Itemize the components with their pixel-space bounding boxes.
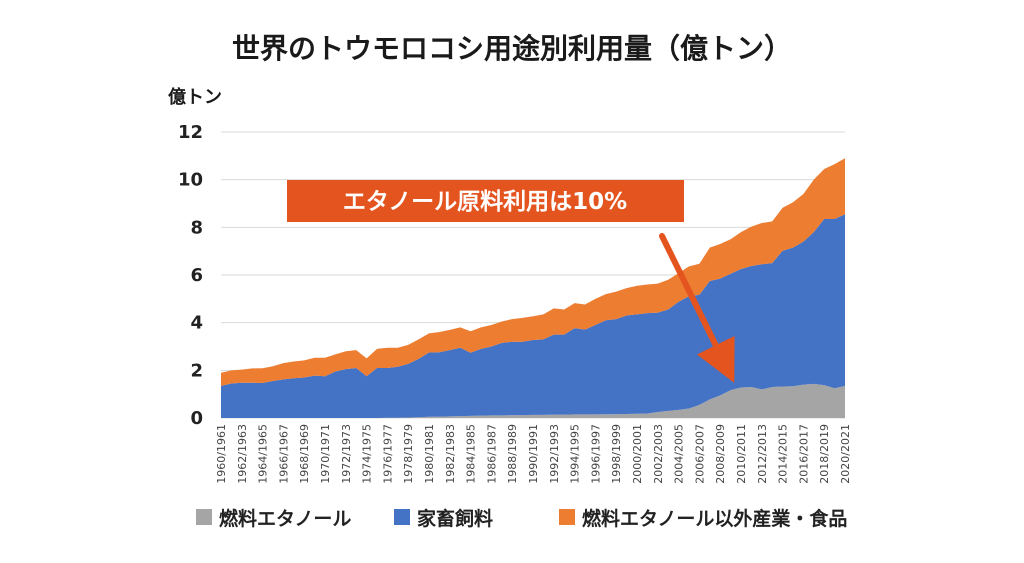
x-tick-label: 2000/2001 [631, 424, 644, 484]
x-tick-label: 1986/1987 [485, 424, 498, 484]
y-tick-label: 2 [190, 360, 203, 381]
x-axis-ticks: 1960/1961 1962/1963 1964/1965 1966/1967 1968… [215, 424, 852, 484]
x-tick-label: 1972/1973 [340, 424, 353, 484]
legend-swatch [394, 509, 410, 525]
x-tick-label: 1988/1989 [506, 424, 519, 484]
series-area [221, 383, 845, 418]
x-tick-label: 2006/2007 [693, 424, 706, 484]
x-tick-label: 1994/1995 [569, 424, 582, 484]
x-tick-label: 1970/1971 [319, 424, 332, 484]
x-tick-label: 1990/1991 [527, 424, 540, 484]
x-tick-label: 1966/1967 [277, 424, 290, 484]
y-tick-label: 10 [178, 170, 203, 191]
x-tick-label: 2020/2021 [839, 424, 852, 484]
x-tick-label: 1984/1985 [465, 424, 478, 484]
x-tick-label: 2008/2009 [714, 424, 727, 484]
y-axis-ticks: 0 2 4 6 8 10 12 [178, 122, 203, 429]
x-tick-label: 2016/2017 [797, 424, 810, 484]
x-tick-label: 1964/1965 [257, 424, 270, 484]
x-tick-label: 2014/2015 [777, 424, 790, 484]
x-tick-label: 2010/2011 [735, 424, 748, 484]
x-tick-label: 1982/1983 [444, 424, 457, 484]
x-tick-label: 1962/1963 [236, 424, 249, 484]
annotation-box [287, 180, 684, 222]
y-tick-label: 12 [178, 122, 203, 143]
annotation-arrow [659, 233, 735, 383]
stacked-areas [221, 158, 845, 418]
legend: 燃料エタノール 家畜飼料 燃料エタノール以外産業・食品 [196, 507, 847, 530]
x-tick-label: 2018/2019 [818, 424, 831, 484]
x-tick-label: 1998/1999 [610, 424, 623, 484]
legend-label: 燃料エタノール [219, 507, 351, 530]
y-tick-label: 4 [190, 313, 203, 334]
x-tick-label: 1968/1969 [298, 424, 311, 484]
x-tick-label: 1978/1979 [402, 424, 415, 484]
y-tick-label: 6 [190, 265, 203, 286]
chart-title: 世界のトウモロコシ用途別利用量（億トン） [232, 32, 792, 65]
x-tick-label: 1976/1977 [381, 424, 394, 484]
legend-label: 家畜飼料 [417, 507, 493, 530]
series-area [221, 214, 845, 418]
legend-swatch [196, 509, 212, 525]
legend-label: 燃料エタノール以外産業・食品 [582, 507, 847, 530]
x-tick-label: 2004/2005 [673, 424, 686, 484]
y-axis-label: 億トン [168, 86, 222, 108]
legend-swatch [559, 509, 575, 525]
x-tick-label: 1974/1975 [361, 424, 374, 484]
x-tick-label: 1960/1961 [215, 424, 228, 484]
x-tick-label: 1996/1997 [589, 424, 602, 484]
x-tick-label: 2002/2003 [652, 424, 665, 484]
y-tick-label: 8 [190, 217, 203, 238]
series-area [221, 158, 845, 386]
annotation: エタノール原料利用は10% [287, 180, 735, 383]
x-tick-label: 1992/1993 [548, 424, 561, 484]
annotation-text: エタノール原料利用は10% [343, 189, 627, 215]
x-tick-label: 1980/1981 [423, 424, 436, 484]
x-tick-label: 2012/2013 [756, 424, 769, 484]
y-tick-label: 0 [190, 408, 203, 429]
